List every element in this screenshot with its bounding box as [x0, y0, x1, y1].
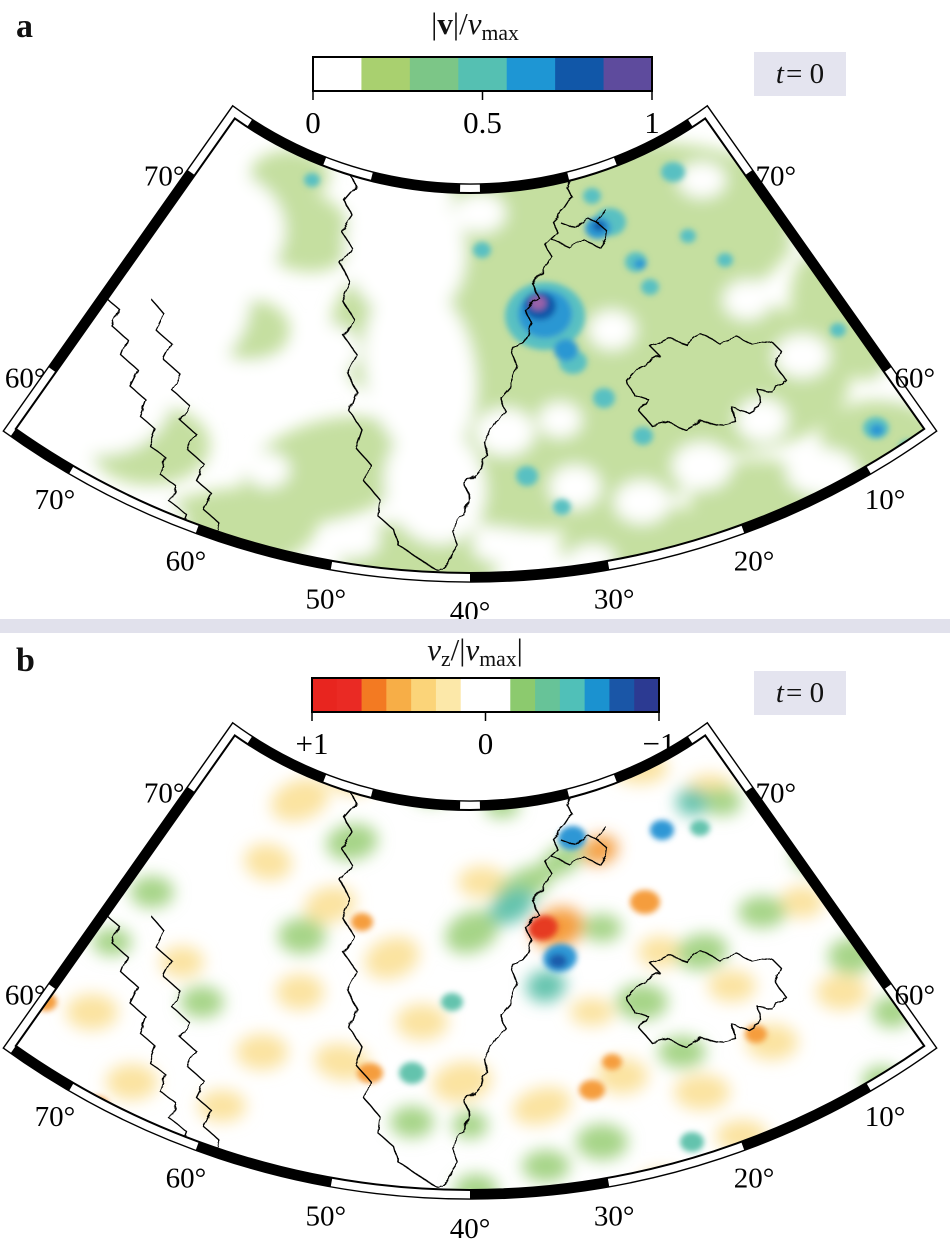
badge-a-value: = 0: [785, 57, 825, 90]
cb-a-title-sub: max: [481, 21, 519, 46]
time-badge-a: t = 0: [754, 52, 846, 96]
cb-a-title-bar2: |/: [452, 6, 468, 41]
cb-b-title-sub1: z: [440, 647, 451, 672]
cb-b-title-v2: v: [465, 632, 480, 667]
svg-text:−1: −1: [643, 726, 676, 761]
svg-text:0: 0: [305, 105, 321, 140]
svg-text:+1: +1: [296, 726, 329, 761]
colorbar-b-title: vz/|vmax|: [0, 634, 950, 671]
panel-label-a: a: [16, 8, 33, 45]
cb-a-title-v: v: [437, 6, 453, 41]
cb-a-title-v2: v: [467, 6, 482, 41]
cb-b-title-bar: |: [516, 632, 523, 667]
badge-a-var: t: [775, 57, 784, 90]
svg-text:1: 1: [644, 105, 660, 140]
colorbar-a-title: |v|/vmax: [0, 8, 950, 45]
cb-a-title-bar1: |: [431, 6, 438, 41]
panel-label-b: b: [16, 642, 35, 679]
time-badge-b: t = 0: [754, 671, 846, 715]
cb-b-title-v: v: [427, 632, 441, 667]
colorbar-a: 0 0.5 1: [305, 56, 660, 140]
cb-b-title-mid: /|: [450, 632, 466, 667]
colorbar-b: +1 0 −1: [296, 677, 676, 761]
badge-b-value: = 0: [785, 676, 825, 709]
panel-divider: [0, 619, 950, 633]
cb-b-title-sub2: max: [479, 647, 517, 672]
svg-text:0: 0: [478, 726, 494, 761]
badge-b-var: t: [775, 676, 784, 709]
svg-text:0.5: 0.5: [463, 105, 502, 140]
